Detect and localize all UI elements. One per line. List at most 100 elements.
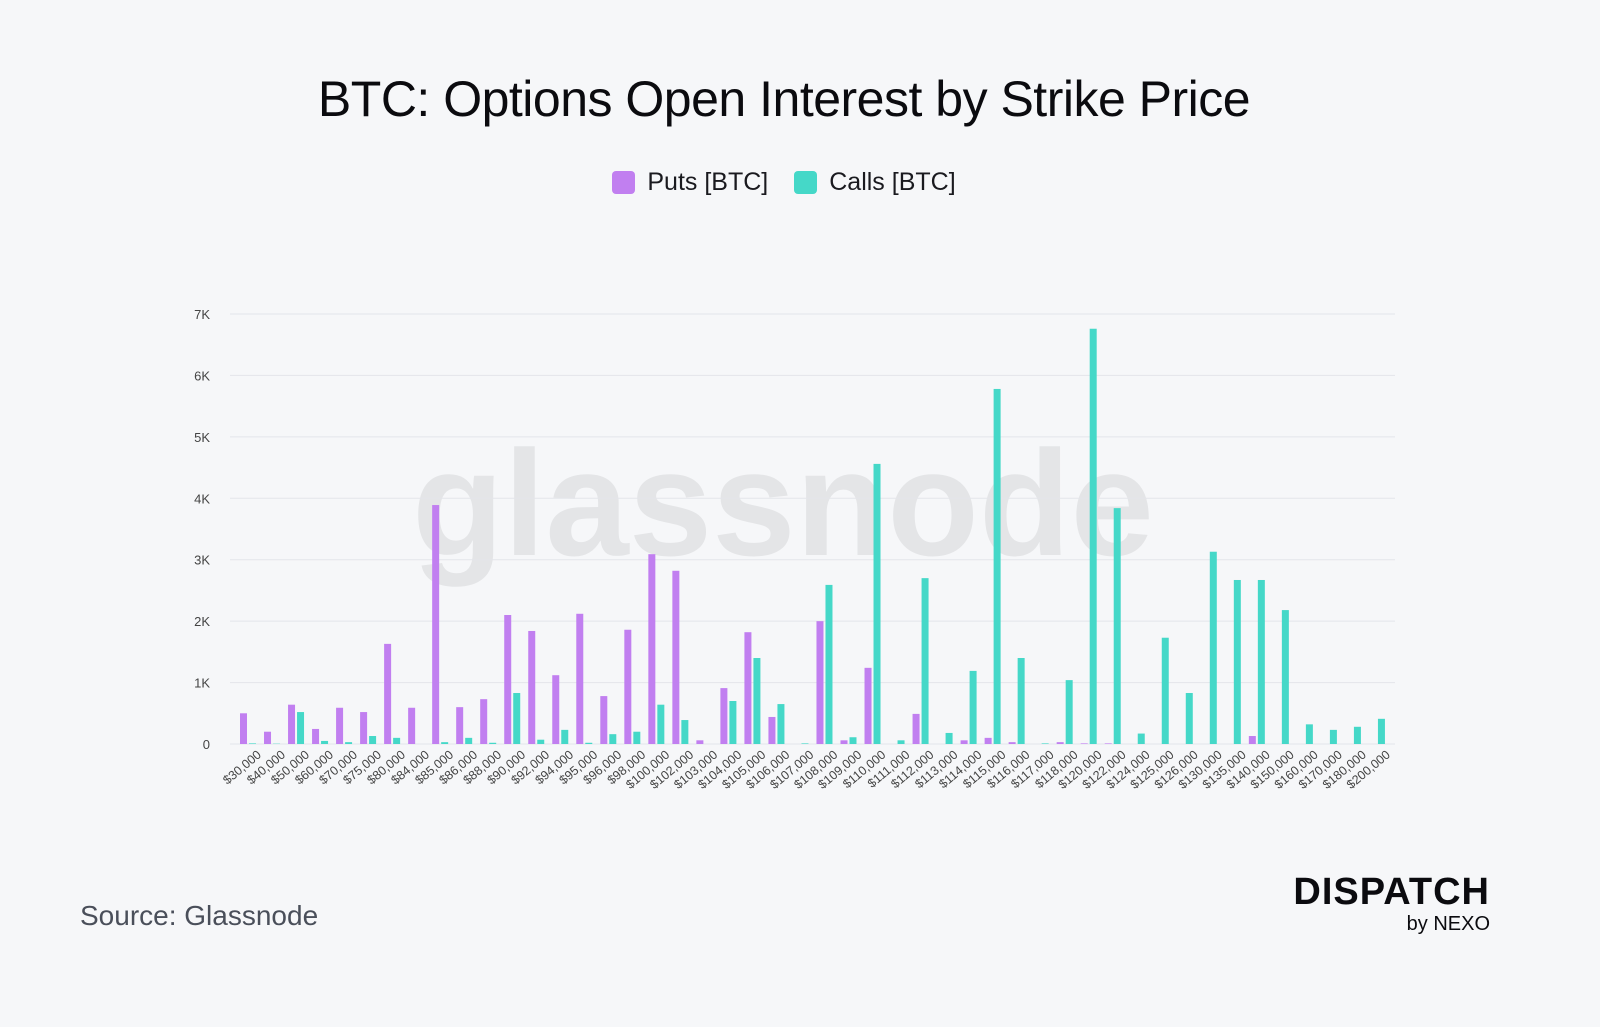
bar-calls [393,737,401,744]
dispatch-logo: DISPATCH by NEXO [1232,872,1490,936]
bar-calls [945,732,953,744]
bar-calls [345,742,353,744]
bar-calls [657,704,665,744]
legend-label-puts: Puts [BTC] [647,168,769,196]
bar-puts [864,667,872,744]
source-note: Source: Glassnode [80,900,319,931]
bar-puts [912,713,920,744]
bar-puts [1008,742,1016,744]
bar-puts [432,505,440,744]
bar-calls [849,737,857,744]
bar-calls [897,740,905,744]
bar-calls [921,578,929,744]
bar-calls [585,742,593,744]
legend-item-calls[interactable]: Calls [BTC] [794,168,956,197]
bar-puts [1104,743,1112,744]
chart-title: BTC: Options Open Interest by Strike Pri… [317,71,1251,127]
bar-calls [1041,743,1049,744]
bar-puts [1080,743,1088,744]
bar-puts [288,704,296,744]
y-tick-label: 7K [194,307,210,322]
bar-calls [1209,551,1217,744]
y-tick-label: 5K [194,430,210,445]
bar-puts [456,707,464,744]
bar-calls [993,388,1001,744]
bar-calls [489,742,497,744]
bar-calls [1113,508,1121,744]
bar-calls [969,670,977,744]
bar-puts [600,696,608,744]
bar-puts [240,713,247,744]
logo-line2: by NEXO [1406,913,1490,935]
bar-calls [633,731,641,744]
bar-puts [336,707,344,744]
bar-calls [1281,610,1289,744]
logo-line1: DISPATCH [1293,871,1490,913]
bar-puts [360,712,368,744]
bar-calls [1377,718,1385,744]
bar-puts [576,613,584,744]
bar-calls [873,463,881,744]
watermark: glassnode [412,419,1154,587]
bar-calls [1017,658,1025,744]
bar-calls [1329,729,1337,744]
bar-calls [561,729,569,744]
bar-puts [1248,736,1256,744]
legend-label-calls: Calls [BTC] [829,168,956,196]
bar-puts [408,707,416,744]
bar-calls [825,584,833,744]
bar-calls [249,743,256,744]
bar-calls [297,712,305,744]
bar-calls [609,734,617,744]
bar-puts [768,716,776,744]
bar-calls [1065,680,1073,744]
bar-calls [321,740,329,744]
legend-swatch-calls [794,171,818,194]
bar-puts [528,630,536,744]
bar-puts [696,740,704,744]
bar-puts [984,737,992,744]
y-tick-label: 6K [194,368,210,383]
bar-puts [648,554,656,744]
bar-puts [960,740,968,744]
legend-item-puts[interactable]: Puts [BTC] [612,168,768,197]
bar-puts [384,643,392,744]
bar-calls [1089,328,1097,744]
bar-calls [753,658,761,744]
bar-calls [801,743,809,744]
bar-calls [537,739,545,744]
bar-puts [480,699,488,744]
bar-calls [681,720,689,744]
bar-puts [816,621,824,744]
bar-puts [504,615,512,744]
y-tick-label: 1K [194,676,210,691]
bar-calls [513,693,521,744]
bar-puts [720,688,728,744]
bar-calls [1257,579,1265,744]
bar-puts [264,731,272,744]
y-tick-label: 0 [203,737,210,752]
legend-swatch-puts [612,171,636,194]
bar-calls [369,736,377,744]
bar-puts [552,675,560,744]
bar-calls [1353,726,1361,744]
bar-calls [1185,693,1193,744]
bar-calls [1161,637,1169,744]
bar-puts [1056,742,1064,744]
bar-puts [840,740,848,744]
bar-calls [729,701,737,744]
y-tick-label: 3K [194,553,210,568]
bar-calls [465,737,473,744]
y-tick-label: 2K [194,614,210,629]
bar-calls [777,704,785,744]
bar-calls [1137,733,1145,744]
bar-calls [1233,579,1241,744]
y-tick-label: 4K [194,491,210,506]
bar-calls [441,742,449,744]
bar-puts [744,632,752,744]
legend: Puts [BTC] Calls [BTC] [0,168,1568,197]
bar-calls [1305,724,1313,744]
bar-puts [312,728,320,744]
bar-puts [672,570,680,744]
